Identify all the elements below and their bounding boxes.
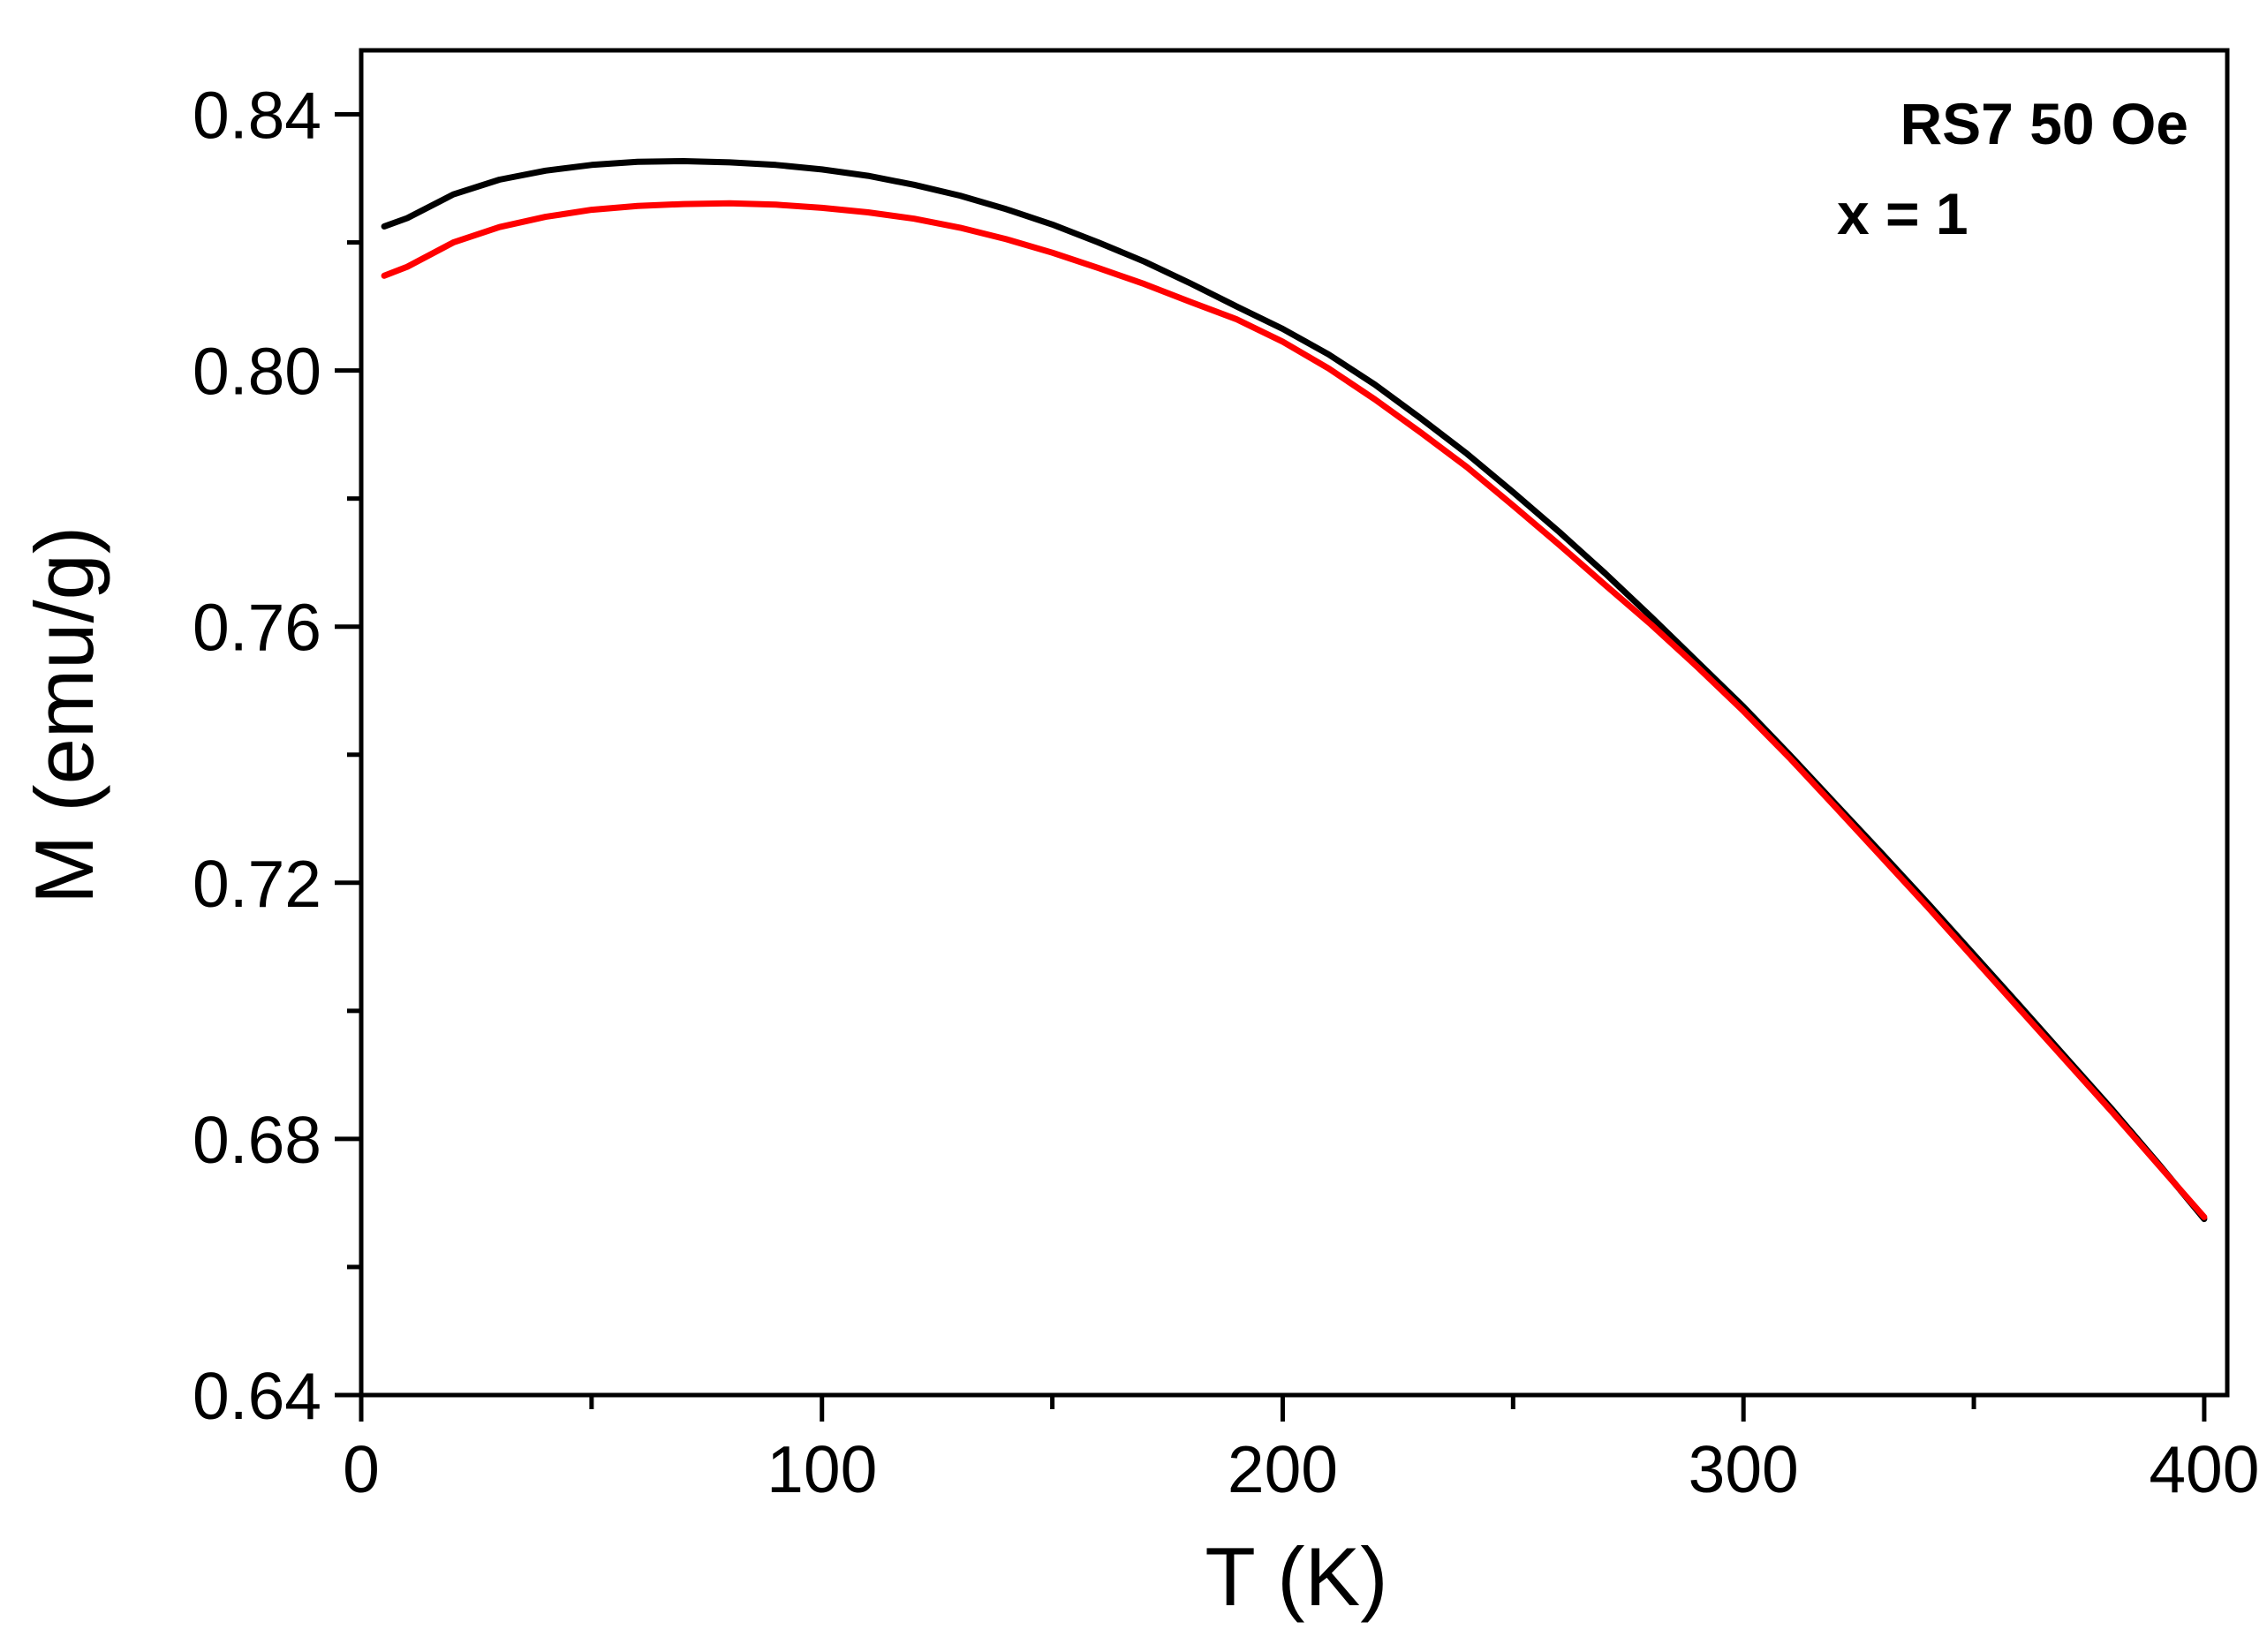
plot-frame <box>359 48 2230 1398</box>
annotation-composition: x = 1 <box>1837 181 1969 246</box>
x-tick-label: 300 <box>1689 1432 1799 1506</box>
x-tick-label: 0 <box>343 1432 380 1506</box>
x-tick-label: 400 <box>2149 1432 2259 1506</box>
x-axis-title: T (K) <box>1205 1530 1387 1623</box>
x-tick-label: 200 <box>1228 1432 1338 1506</box>
series-line-red <box>381 200 2208 1220</box>
y-axis-tick-labels: 0.64 0.68 0.72 0.76 0.80 0.84 <box>193 79 321 1433</box>
x-axis-tick-labels: 0 100 200 300 400 <box>343 1432 2259 1506</box>
series-layer <box>381 158 2208 1223</box>
y-axis-ticks <box>335 112 361 1398</box>
x-tick-label: 100 <box>767 1432 877 1506</box>
x-axis-ticks <box>359 1395 2207 1422</box>
y-tick-label: 0.80 <box>193 335 321 409</box>
y-tick-label: 0.76 <box>193 591 321 665</box>
y-axis-title: M (emu/g) <box>18 526 110 904</box>
y-tick-label: 0.72 <box>193 847 321 921</box>
y-tick-label: 0.84 <box>193 79 321 153</box>
annotation-sample-field: RS7 50 Oe <box>1900 91 2188 156</box>
y-tick-label: 0.64 <box>193 1359 321 1433</box>
y-tick-label: 0.68 <box>193 1103 321 1177</box>
